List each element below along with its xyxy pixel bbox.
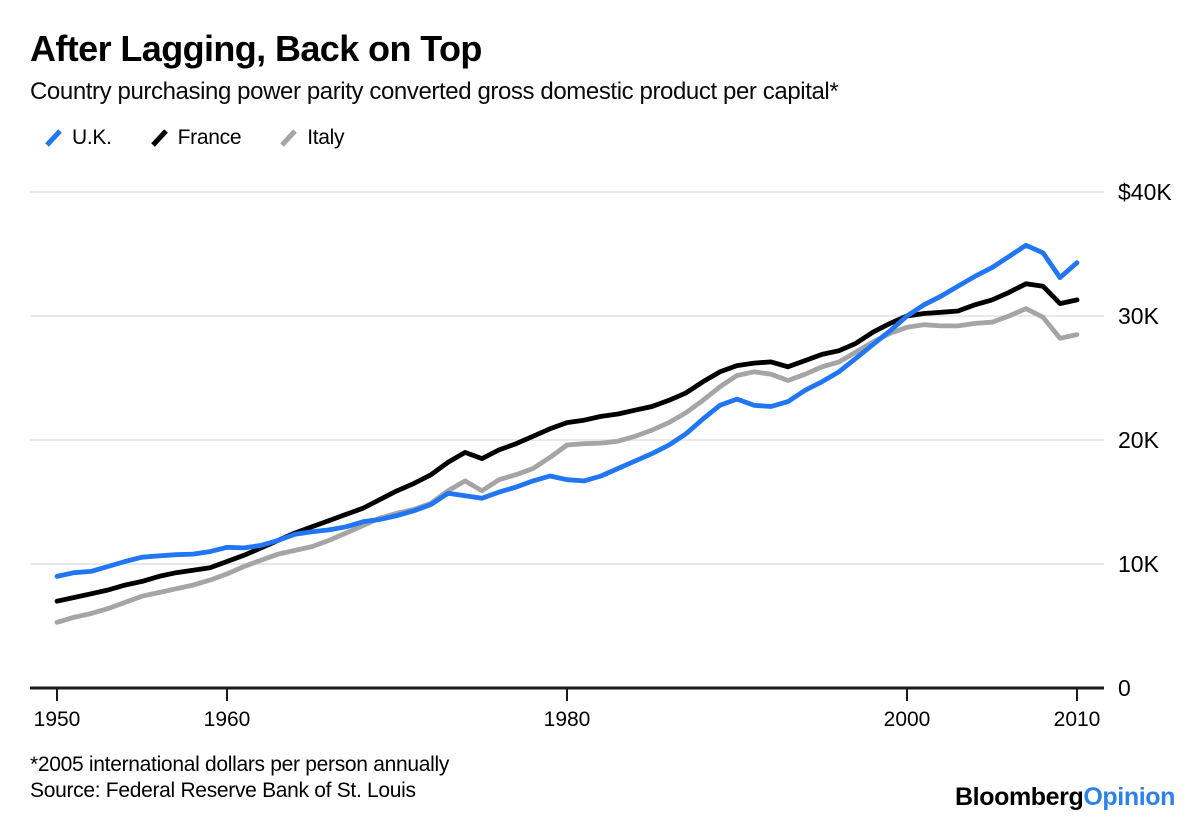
legend-label-italy: Italy [307,126,345,149]
legend-item-italy: Italy [279,126,345,150]
france-line-swatch-icon [150,129,168,147]
legend-item-uk: U.K. [44,126,112,150]
series-line-italy [54,306,1080,625]
y-axis-tick-label: 20K [1118,427,1160,453]
page-title: After Lagging, Back on Top [30,28,482,69]
brand-opinion: Opinion [1083,783,1175,811]
footnote-source: Source: Federal Reserve Bank of St. Loui… [30,779,416,802]
legend-label-uk: U.K. [72,126,112,149]
chart-subtitle: Country purchasing power parity converte… [30,78,839,105]
chart-footnote: *2005 international dollars per person a… [30,752,449,804]
brand-bloomberg: Bloomberg [955,783,1084,811]
italy-line-swatch-icon [280,129,298,147]
y-axis-tick-label: 0 [1118,675,1131,701]
x-axis-tick-label: 2010 [1054,708,1101,731]
legend-label-france: France [177,126,242,149]
y-axis-tick-label: 10K [1118,551,1160,577]
bloomberg-opinion-logo: BloombergOpinion [955,783,1175,812]
series-line-uk [54,242,1080,579]
x-axis-tick-label: 2000 [884,708,931,731]
chart-legend: U.K. France Italy [44,126,345,150]
x-axis-tick-label: 1980 [544,708,591,731]
y-axis-tick-label: 30K [1118,303,1160,329]
legend-item-france: France [150,126,242,150]
uk-line-swatch-icon [45,129,62,147]
footnote-asterisk: *2005 international dollars per person a… [30,753,450,776]
x-axis-tick-label: 1950 [34,708,81,731]
y-axis-tick-label: $40K [1118,179,1172,205]
x-axis-tick-label: 1960 [204,708,251,731]
